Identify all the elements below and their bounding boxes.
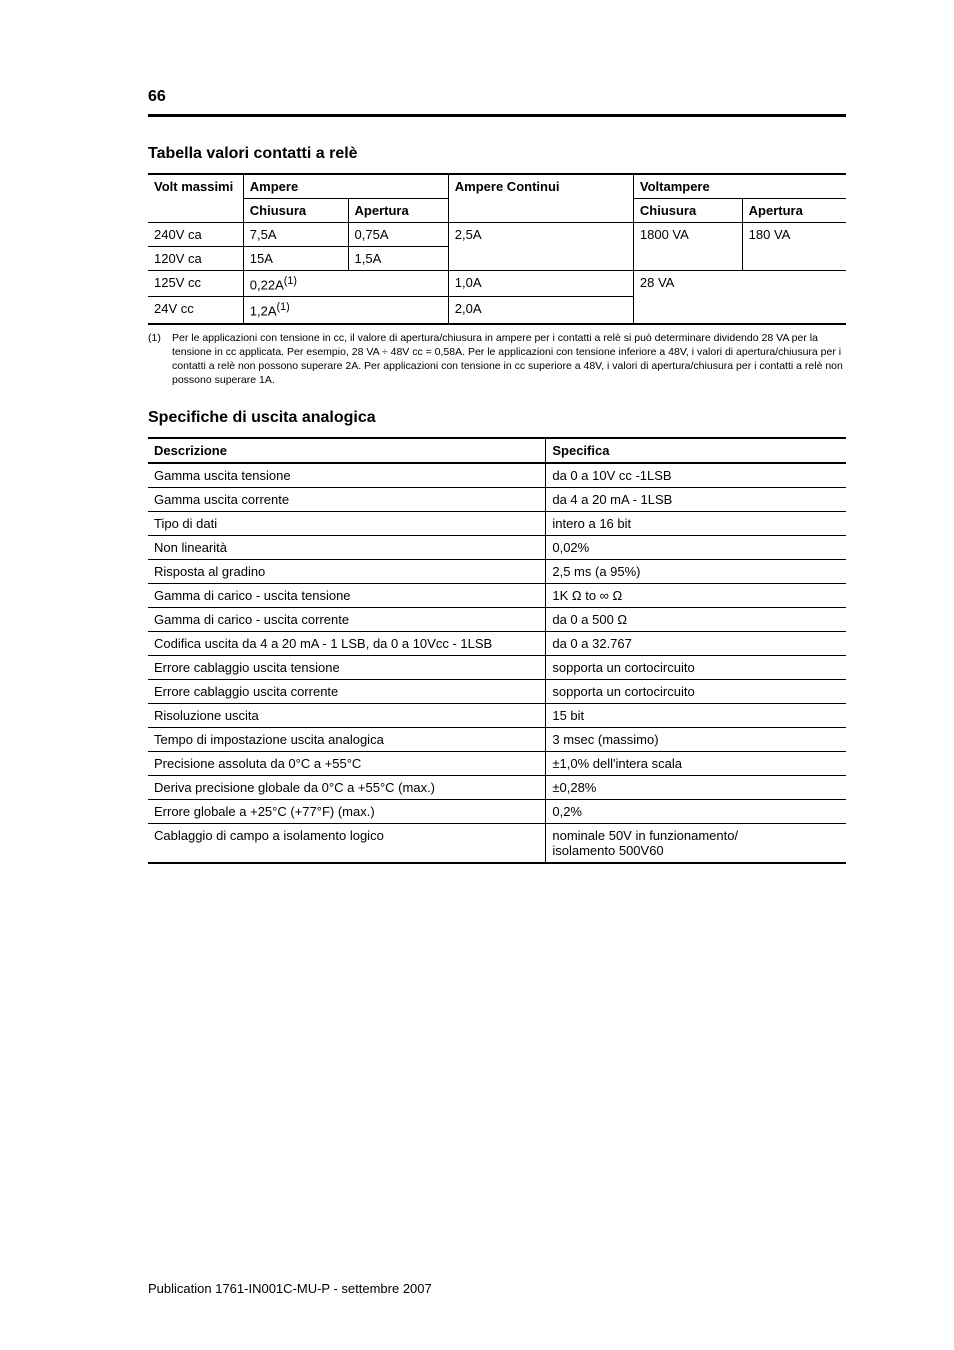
cell-desc: Gamma di carico - uscita corrente xyxy=(148,608,546,632)
table-row: Errore cablaggio uscita tensionesopporta… xyxy=(148,656,846,680)
cell-desc: Tipo di dati xyxy=(148,512,546,536)
th-desc: Descrizione xyxy=(148,438,546,463)
page: 66 Tabella valori contatti a relè Volt m… xyxy=(0,0,954,1350)
cell-spec: da 0 a 10V cc -1LSB xyxy=(546,463,846,488)
table-row: Codifica uscita da 4 a 20 mA - 1 LSB, da… xyxy=(148,632,846,656)
table-row: Cablaggio di campo a isolamento logicono… xyxy=(148,824,846,864)
th-va-chiusura: Chiusura xyxy=(633,199,742,223)
cell-volt: 125V cc xyxy=(148,271,243,297)
th-continui: Ampere Continui xyxy=(448,174,633,223)
th-amp-chiusura: Chiusura xyxy=(243,199,348,223)
cell-volt: 240V ca xyxy=(148,223,243,247)
page-number: 66 xyxy=(148,88,846,106)
table-row: Gamma di carico - uscita tensione1K Ω to… xyxy=(148,584,846,608)
cell-cont: 1,0A xyxy=(448,271,633,297)
footnote-text: Per le applicazioni con tensione in cc, … xyxy=(172,331,846,388)
cell-sup: (1) xyxy=(284,275,297,287)
table-row: Tempo di impostazione uscita analogica3 … xyxy=(148,728,846,752)
cell-desc: Errore cablaggio uscita corrente xyxy=(148,680,546,704)
table-row: Precisione assoluta da 0°C a +55°C±1,0% … xyxy=(148,752,846,776)
rule-top xyxy=(148,114,846,117)
cell-desc: Errore cablaggio uscita tensione xyxy=(148,656,546,680)
table-row: Errore globale a +25°C (+77°F) (max.)0,2… xyxy=(148,800,846,824)
section2-title: Specifiche di uscita analogica xyxy=(148,409,846,427)
th-spec: Specifica xyxy=(546,438,846,463)
cell-desc: Precisione assoluta da 0°C a +55°C xyxy=(148,752,546,776)
cell-spec: da 0 a 500 Ω xyxy=(546,608,846,632)
th-va-apertura: Apertura xyxy=(742,199,846,223)
cell-spec: 2,5 ms (a 95%) xyxy=(546,560,846,584)
cell-spec: nominale 50V in funzionamento/ isolament… xyxy=(546,824,846,864)
cell-desc: Gamma uscita corrente xyxy=(148,488,546,512)
section1-title: Tabella valori contatti a relè xyxy=(148,145,846,163)
table-row: Risposta al gradino2,5 ms (a 95%) xyxy=(148,560,846,584)
cell-volt: 120V ca xyxy=(148,247,243,271)
cell-chi: 7,5A xyxy=(243,223,348,247)
table-row: Gamma di carico - uscita correnteda 0 a … xyxy=(148,608,846,632)
cell-cont: 2,0A xyxy=(448,297,633,324)
cell-desc: Risoluzione uscita xyxy=(148,704,546,728)
table-relay: Volt massimi Ampere Ampere Continui Volt… xyxy=(148,173,846,325)
cell-ape: 1,5A xyxy=(348,247,448,271)
th-voltampere: Voltampere xyxy=(633,174,846,199)
cell-spec: 15 bit xyxy=(546,704,846,728)
cell-chi-val: 0,22A xyxy=(250,277,284,292)
cell-spec: 0,02% xyxy=(546,536,846,560)
cell-desc: Gamma uscita tensione xyxy=(148,463,546,488)
cell-desc: Non linearità xyxy=(148,536,546,560)
th-amp-apertura: Apertura xyxy=(348,199,448,223)
cell-spec: 1K Ω to ∞ Ω xyxy=(546,584,846,608)
footnote-num: (1) xyxy=(148,331,172,388)
cell-chi-val: 1,2A xyxy=(250,304,277,319)
table-row: Risoluzione uscita15 bit xyxy=(148,704,846,728)
footnote: (1) Per le applicazioni con tensione in … xyxy=(148,331,846,388)
cell-vachi: 28 VA xyxy=(633,271,846,324)
table-row: 240V ca 7,5A 0,75A 2,5A 1800 VA 180 VA xyxy=(148,223,846,247)
cell-desc: Deriva precisione globale da 0°C a +55°C… xyxy=(148,776,546,800)
cell-chi: 0,22A(1) xyxy=(243,271,448,297)
table-row: Gamma uscita tensioneda 0 a 10V cc -1LSB xyxy=(148,463,846,488)
publication-line: Publication 1761-IN001C-MU-P - settembre… xyxy=(148,1281,432,1296)
table-row: Errore cablaggio uscita correntesopporta… xyxy=(148,680,846,704)
cell-chi: 1,2A(1) xyxy=(243,297,448,324)
cell-spec: da 4 a 20 mA - 1LSB xyxy=(546,488,846,512)
cell-spec: ±0,28% xyxy=(546,776,846,800)
cell-volt: 24V cc xyxy=(148,297,243,324)
th-ampere: Ampere xyxy=(243,174,448,199)
cell-sup: (1) xyxy=(277,301,290,313)
cell-spec: intero a 16 bit xyxy=(546,512,846,536)
cell-spec: ±1,0% dell'intera scala xyxy=(546,752,846,776)
cell-spec: 0,2% xyxy=(546,800,846,824)
cell-vachi: 1800 VA xyxy=(633,223,742,271)
cell-desc: Errore globale a +25°C (+77°F) (max.) xyxy=(148,800,546,824)
cell-desc: Codifica uscita da 4 a 20 mA - 1 LSB, da… xyxy=(148,632,546,656)
table-analog: Descrizione Specifica Gamma uscita tensi… xyxy=(148,437,846,864)
cell-vaape: 180 VA xyxy=(742,223,846,271)
cell-ape: 0,75A xyxy=(348,223,448,247)
table-row: Gamma uscita correnteda 4 a 20 mA - 1LSB xyxy=(148,488,846,512)
cell-spec: da 0 a 32.767 xyxy=(546,632,846,656)
cell-desc: Tempo di impostazione uscita analogica xyxy=(148,728,546,752)
cell-desc: Cablaggio di campo a isolamento logico xyxy=(148,824,546,864)
cell-desc: Gamma di carico - uscita tensione xyxy=(148,584,546,608)
cell-spec: 3 msec (massimo) xyxy=(546,728,846,752)
table-row: Deriva precisione globale da 0°C a +55°C… xyxy=(148,776,846,800)
cell-spec: sopporta un cortocircuito xyxy=(546,680,846,704)
table-row: Tipo di datiintero a 16 bit xyxy=(148,512,846,536)
th-volt: Volt massimi xyxy=(148,174,243,223)
cell-spec: sopporta un cortocircuito xyxy=(546,656,846,680)
table-row: 125V cc 0,22A(1) 1,0A 28 VA xyxy=(148,271,846,297)
table-row: Non linearità0,02% xyxy=(148,536,846,560)
cell-desc: Risposta al gradino xyxy=(148,560,546,584)
cell-chi: 15A xyxy=(243,247,348,271)
cell-cont: 2,5A xyxy=(448,223,633,271)
